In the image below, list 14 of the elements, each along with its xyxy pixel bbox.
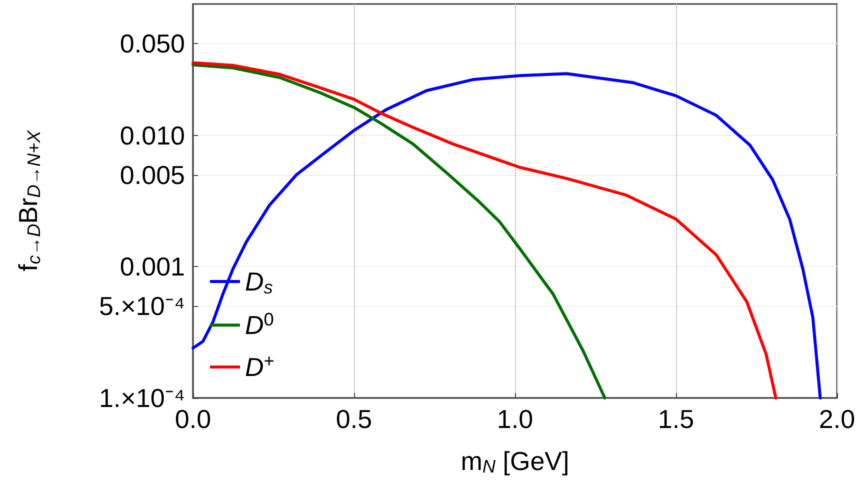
legend-label: Ds [245,266,273,298]
legend-label: D+ [245,351,274,382]
x-tick-label: 1.0 [496,404,534,434]
line-series [192,63,606,400]
x-tick-label: 2.0 [818,404,856,434]
y-axis-title: fc→DBrD→N+X [13,130,44,272]
y-tick-label: 5.×10⁻⁴ [99,291,185,322]
x-axis-title: mN [GeV] [460,446,570,477]
y-tick-label: 0.010 [120,120,185,150]
y-tick-label: 0.050 [120,28,185,59]
y-tick-label: 0.001 [120,252,185,282]
x-tick-label: 1.5 [658,404,694,434]
x-tick-label: 0.5 [336,404,372,434]
y-tick-label: 0.005 [120,160,185,190]
